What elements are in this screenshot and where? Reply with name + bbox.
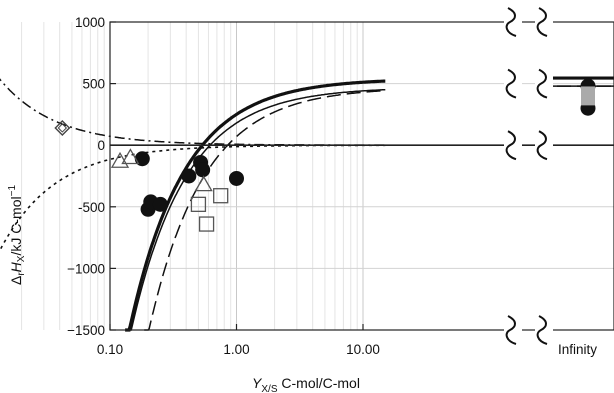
axis-break-gap bbox=[535, 68, 553, 99]
point-open-square bbox=[213, 188, 229, 204]
axis-break-symbol bbox=[536, 315, 548, 345]
data-points bbox=[54, 119, 244, 232]
x-axis-label: YX/S C-mol/C-mol bbox=[252, 375, 360, 393]
xlabel-y: Y bbox=[252, 375, 263, 391]
infinity-label: Infinity bbox=[558, 342, 597, 357]
y-tick-label: 1000 bbox=[75, 15, 105, 30]
xlabel-sub: X/S bbox=[261, 384, 277, 393]
y-axis-label: ΔrHX/kJ C-mol−1 bbox=[7, 185, 27, 285]
point-open-triangle bbox=[194, 175, 213, 192]
point-filled-circle bbox=[195, 162, 211, 178]
y-tick-label: -500 bbox=[78, 200, 105, 215]
axis-break-symbol bbox=[505, 68, 517, 99]
ylabel-exp: −1 bbox=[7, 185, 18, 197]
y-tick-label: −1000 bbox=[67, 261, 105, 276]
point-filled-circle bbox=[229, 170, 244, 186]
axis-break-symbol bbox=[505, 7, 517, 37]
y-tick-label: 500 bbox=[82, 77, 105, 92]
ylabel-r: r bbox=[16, 272, 27, 276]
xlabel-unit: C-mol/C-mol bbox=[278, 375, 360, 391]
curve-dotted bbox=[0, 144, 386, 252]
curve-dash-dot bbox=[0, 78, 386, 146]
axis-break-gap bbox=[504, 130, 522, 161]
ylabel-delta: Δ bbox=[8, 276, 24, 285]
infinity-point-square bbox=[581, 91, 595, 106]
grid-lines bbox=[21, 21, 614, 331]
x-tick-label: 1.00 bbox=[223, 342, 249, 357]
x-tick-label: 0.10 bbox=[97, 342, 123, 357]
point-filled-circle bbox=[181, 168, 197, 184]
axis-break-symbol bbox=[536, 68, 548, 99]
axis-break-gap bbox=[535, 130, 553, 161]
axis-break-symbol bbox=[536, 7, 548, 37]
curve-thin-solid bbox=[126, 88, 386, 331]
plot-frame bbox=[109, 21, 614, 331]
y-tick-label: −1500 bbox=[67, 323, 105, 338]
axis-break-symbol bbox=[505, 315, 517, 345]
axis-breaks bbox=[504, 7, 553, 345]
infinity-points bbox=[580, 78, 596, 116]
axis-break-gap bbox=[504, 315, 522, 345]
curve-thick-solid bbox=[125, 79, 386, 332]
axis-break-gap bbox=[535, 7, 553, 37]
axis-break-gap bbox=[535, 315, 553, 345]
y-tick-label: 0 bbox=[97, 138, 105, 153]
axis-break-gap bbox=[504, 7, 522, 37]
ylabel-x: X bbox=[16, 255, 27, 262]
point-open-square bbox=[198, 216, 215, 232]
ylabel-unit: /kJ C-mol bbox=[8, 196, 24, 255]
axis-break-gap bbox=[504, 68, 522, 99]
curve-long-dash bbox=[144, 89, 386, 331]
point-filled-circle bbox=[152, 196, 168, 212]
point-open-triangle bbox=[121, 148, 140, 165]
ylabel-h: H bbox=[8, 261, 24, 272]
point-open-diamond bbox=[54, 119, 71, 136]
axis-break-symbol bbox=[536, 130, 548, 161]
axis-break-symbol bbox=[505, 130, 517, 161]
x-tick-label: 10.00 bbox=[346, 342, 380, 357]
point-open-square bbox=[190, 196, 207, 212]
point-open-diamond bbox=[57, 123, 68, 133]
